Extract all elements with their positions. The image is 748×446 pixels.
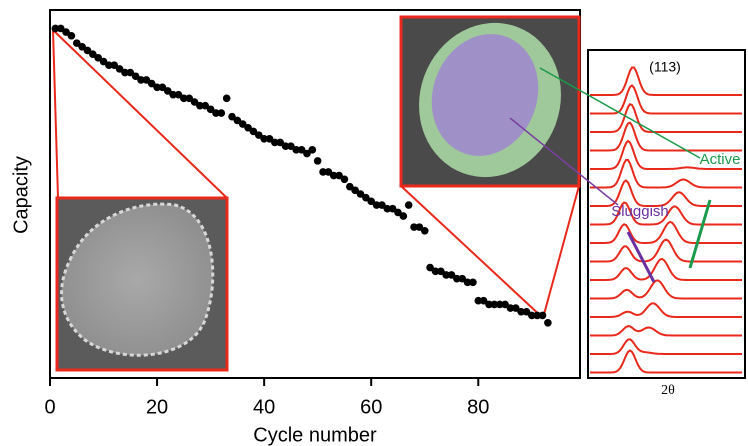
annotation: Sluggish xyxy=(611,203,669,220)
xrd-pattern xyxy=(590,123,742,151)
xrd-pattern xyxy=(590,339,742,354)
x-tick-label: 20 xyxy=(146,396,168,418)
xrd-pattern xyxy=(590,280,742,298)
x-axis-label: 2θ xyxy=(661,383,675,398)
active-trend xyxy=(690,200,710,268)
xrd-pattern xyxy=(590,326,742,335)
data-point xyxy=(544,319,552,327)
data-point xyxy=(539,312,547,320)
x-axis-label: Cycle number xyxy=(253,424,377,446)
data-point xyxy=(405,201,413,209)
x-tick-label: 40 xyxy=(253,396,275,418)
data-point xyxy=(68,32,76,40)
data-point xyxy=(309,146,317,154)
x-tick-label: 80 xyxy=(467,396,489,418)
figure: (113) Active Sluggish 2θ Cycle number Ca… xyxy=(0,0,748,446)
xrd-pattern xyxy=(590,303,742,317)
data-point xyxy=(314,157,322,165)
inset-connector xyxy=(543,186,579,318)
inset-connector xyxy=(53,30,227,198)
data-point xyxy=(421,227,429,235)
inset-connector xyxy=(53,30,58,198)
page: {"chart_data": [ {"type": "scatter", "x_… xyxy=(0,0,748,446)
xrd-curves xyxy=(590,68,742,373)
peak-label: (113) xyxy=(649,59,681,75)
data-point xyxy=(469,279,477,287)
data-point xyxy=(341,175,349,183)
y-axis-label: Capacity xyxy=(10,156,32,234)
inset-connector xyxy=(401,186,543,318)
data-point xyxy=(400,212,408,220)
annotation: Active xyxy=(700,151,741,168)
data-point xyxy=(223,95,231,103)
x-tick-label: 60 xyxy=(360,396,382,418)
x-tick-label: 0 xyxy=(44,396,55,418)
data-point xyxy=(218,109,226,117)
